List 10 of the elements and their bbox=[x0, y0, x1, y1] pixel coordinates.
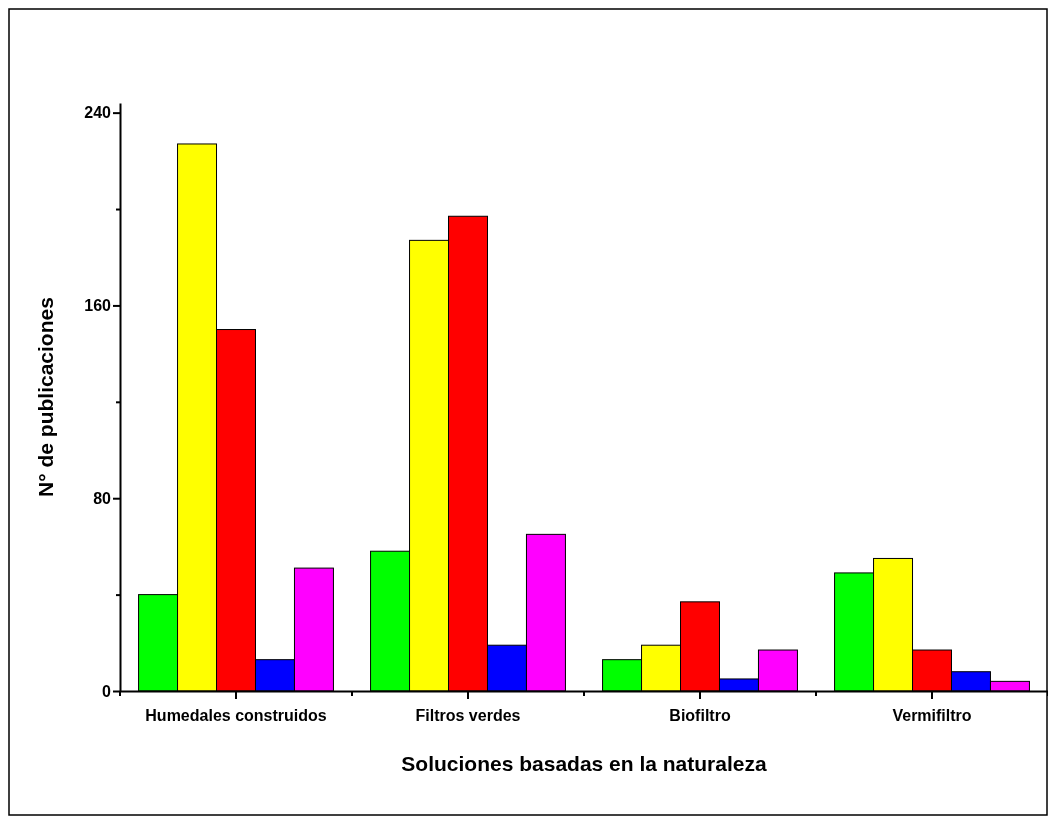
y-tick-label: 80 bbox=[93, 489, 112, 507]
x-tick-label: Biofiltro bbox=[669, 707, 731, 725]
x-axis-title: Soluciones basadas en la naturaleza bbox=[401, 752, 767, 775]
x-tick-label: Vermifiltro bbox=[892, 707, 972, 725]
y-tick-label: 160 bbox=[84, 297, 112, 315]
y-axis-title: N° de publicaciones bbox=[34, 297, 57, 497]
x-tick-label: Filtros verdes bbox=[415, 707, 521, 725]
y-tick-label: 240 bbox=[84, 104, 112, 122]
x-tick-label: Humedales construidos bbox=[145, 707, 327, 725]
y-tick-label: 0 bbox=[102, 682, 112, 700]
